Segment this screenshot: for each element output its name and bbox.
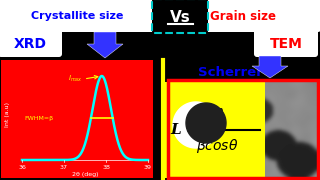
- FancyBboxPatch shape: [0, 0, 156, 32]
- Text: 2θ (deg): 2θ (deg): [72, 172, 98, 177]
- Bar: [1, 60, 153, 178]
- Text: Crystallite size: Crystallite size: [31, 11, 123, 21]
- Text: Int (a.u): Int (a.u): [5, 102, 11, 127]
- FancyBboxPatch shape: [0, 29, 62, 57]
- Text: $k\lambda$: $k\lambda$: [208, 107, 226, 123]
- Text: $\beta cos\theta$: $\beta cos\theta$: [196, 137, 238, 155]
- Polygon shape: [173, 102, 219, 148]
- Bar: [168, 80, 318, 178]
- Text: TEM: TEM: [269, 37, 302, 51]
- FancyBboxPatch shape: [165, 0, 320, 32]
- FancyBboxPatch shape: [152, 0, 208, 33]
- FancyBboxPatch shape: [254, 29, 318, 57]
- Text: Vs: Vs: [170, 10, 190, 24]
- Text: $I_{max}$: $I_{max}$: [68, 74, 83, 84]
- Text: 39: 39: [144, 165, 152, 170]
- Polygon shape: [186, 103, 226, 143]
- Text: 36: 36: [18, 165, 26, 170]
- Text: Scherrer: Scherrer: [198, 66, 262, 78]
- Text: 38: 38: [102, 165, 110, 170]
- Text: FWHM=β: FWHM=β: [24, 116, 53, 120]
- Text: 37: 37: [60, 165, 68, 170]
- Polygon shape: [252, 56, 288, 78]
- Bar: [165, 82, 265, 178]
- Polygon shape: [87, 32, 123, 58]
- Text: Grain size: Grain size: [210, 10, 276, 22]
- Text: XRD: XRD: [13, 37, 46, 51]
- Text: L =: L =: [170, 123, 199, 137]
